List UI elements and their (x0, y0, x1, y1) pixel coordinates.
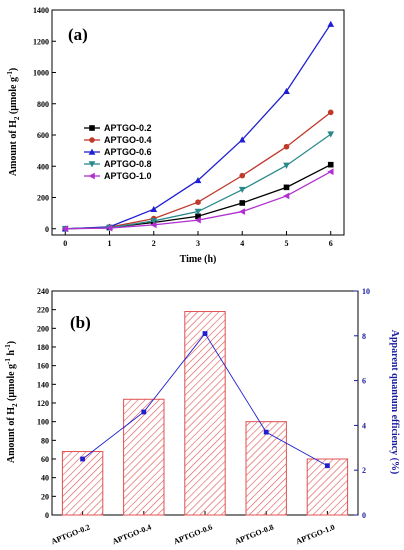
chart-b-bar-2 (123, 398, 165, 516)
chart-a-y-tick-label: 200 (37, 194, 49, 203)
chart-a-x-tick-label: 5 (284, 239, 288, 248)
chart-b-y-tick-label: 160 (37, 362, 49, 371)
chart-a-data-point (238, 136, 246, 143)
chart-b-efficiency-point (141, 409, 147, 415)
chart-b-y-tick-label: 20 (41, 492, 49, 501)
chart-b-y2-tick-label: 4 (362, 421, 366, 430)
chart-b: (b) Amount of H2 (μmole g-1 h-1) Apparen… (4, 287, 400, 546)
chart-a-data-point (150, 221, 157, 229)
chart-b-y2-tick-label: 10 (362, 287, 370, 296)
chart-a-data-point (283, 192, 290, 200)
chart-a-data-point (106, 224, 113, 232)
chart-b-y-axis-label: Amount of H2 (μmole g-1 h-1) (4, 341, 19, 463)
chart-b-bar-1 (61, 451, 104, 516)
legend-marker-4 (88, 161, 96, 168)
chart-a-panel-label: (a) (68, 25, 88, 44)
chart-a: (a) Time (h) Amount of H2 (μmole g-1) 0 1… (6, 6, 345, 265)
chart-a-legend: APTGO-0.2 APTGO-0.4 APTGO-0.6 APTGO-0.8 APTG… (84, 123, 152, 181)
chart-a-data-point (195, 213, 201, 220)
chart-a-x-tick-label: 3 (196, 239, 200, 248)
legend-label-2: APTGO-0.4 (104, 135, 152, 145)
chart-b-y-tick-label: 80 (41, 436, 49, 445)
chart-b-y-tick-label: 220 (37, 306, 49, 315)
chart-b-efficiency-point (202, 331, 208, 336)
chart-b-category-label: APTGO-0.2 (50, 523, 91, 547)
legend-label-4: APTGO-0.8 (104, 159, 152, 169)
chart-b-category-label: APTGO-0.8 (233, 523, 274, 547)
chart-a-data-point (327, 168, 334, 176)
chart-b-category-label: APTGO-0.6 (172, 523, 213, 547)
chart-a-y-tick-label: 1200 (33, 37, 49, 46)
chart-a-y-tick-label: 1000 (33, 69, 49, 78)
chart-a-data-point (238, 208, 246, 215)
chart-a-data-point (194, 208, 202, 215)
chart-a-y-tick-label: 800 (37, 100, 49, 109)
chart-b-bar-5 (306, 458, 349, 516)
chart-b-y-tick-label: 100 (37, 418, 49, 427)
chart-a-data-point (238, 186, 246, 194)
legend-label-3: APTGO-0.6 (104, 147, 152, 157)
chart-a-data-point (194, 176, 202, 184)
chart-b-y-tick-label: 60 (41, 455, 49, 464)
chart-a-data-point (283, 184, 290, 191)
chart-b-y2-tick-label: 6 (362, 377, 366, 386)
chart-b-efficiency-point (80, 456, 85, 462)
chart-a-data-point (61, 225, 69, 233)
chart-b-y2-axis-label: Apparent quantum efficiency (%) (389, 330, 400, 475)
chart-b-y-tick-label: 200 (37, 324, 49, 333)
chart-b-category-label: APTGO-0.4 (111, 523, 152, 547)
chart-b-category-label: APTGO-1.0 (295, 523, 336, 547)
chart-a-data-point (327, 109, 334, 116)
chart-a-data-point (283, 143, 290, 150)
chart-a-x-axis-label: Time (h) (180, 254, 217, 265)
chart-b-bar-3 (184, 311, 226, 516)
legend-label-5: APTGO-1.0 (104, 171, 152, 181)
chart-a-x-tick-label: 1 (108, 239, 112, 248)
chart-a-data-point (327, 161, 334, 168)
chart-a-data-point (327, 131, 335, 138)
chart-a-data-point (239, 200, 246, 206)
legend-marker-1 (89, 125, 95, 131)
chart-a-data-point (283, 162, 290, 169)
chart-a-y-tick-label: 600 (37, 131, 49, 140)
chart-a-x-tick-label: 6 (329, 239, 333, 248)
chart-a-data-point (194, 216, 201, 224)
chart-b-bar-4 (245, 421, 287, 516)
chart-b-y2-tick-label: 0 (362, 511, 366, 520)
chart-b-y2-tick-label: 2 (362, 466, 366, 475)
chart-b-y-tick-label: 120 (37, 399, 49, 408)
chart-a-y-axis-label: Amount of H2 (μmole g-1) (6, 68, 21, 176)
chart-a-data-point (150, 218, 158, 225)
chart-a-y-tick-label: 0 (45, 225, 49, 234)
legend-label-1: APTGO-0.2 (104, 123, 152, 133)
chart-a-x-tick-label: 2 (152, 239, 156, 248)
chart-a-data-point (195, 199, 201, 205)
chart-b-y-tick-label: 140 (37, 380, 49, 389)
chart-a-y-tick-label: 1400 (33, 6, 49, 15)
legend-marker-3 (88, 148, 96, 155)
chart-a-x-tick-label: 0 (63, 239, 67, 248)
chart-b-panel-label: (b) (70, 313, 91, 332)
chart-a-data-point (239, 172, 246, 179)
chart-a-x-tick-label: 4 (240, 239, 244, 248)
chart-a-data-point (150, 205, 158, 213)
chart-b-y-tick-label: 0 (45, 511, 49, 520)
legend-marker-2 (89, 137, 95, 143)
chart-b-y-tick-label: 180 (37, 343, 49, 352)
chart-b-y-tick-label: 40 (41, 474, 49, 483)
chart-a-data-point (283, 87, 290, 95)
chart-b-y-tick-label: 240 (37, 287, 49, 296)
chart-a-data-point (327, 20, 335, 27)
legend-marker-5 (88, 172, 95, 180)
chart-b-y2-tick-label: 8 (362, 332, 366, 341)
chart-a-y-tick-label: 400 (37, 162, 49, 171)
chart-b-efficiency-point (263, 429, 269, 435)
chart-b-efficiency-point (325, 463, 330, 469)
